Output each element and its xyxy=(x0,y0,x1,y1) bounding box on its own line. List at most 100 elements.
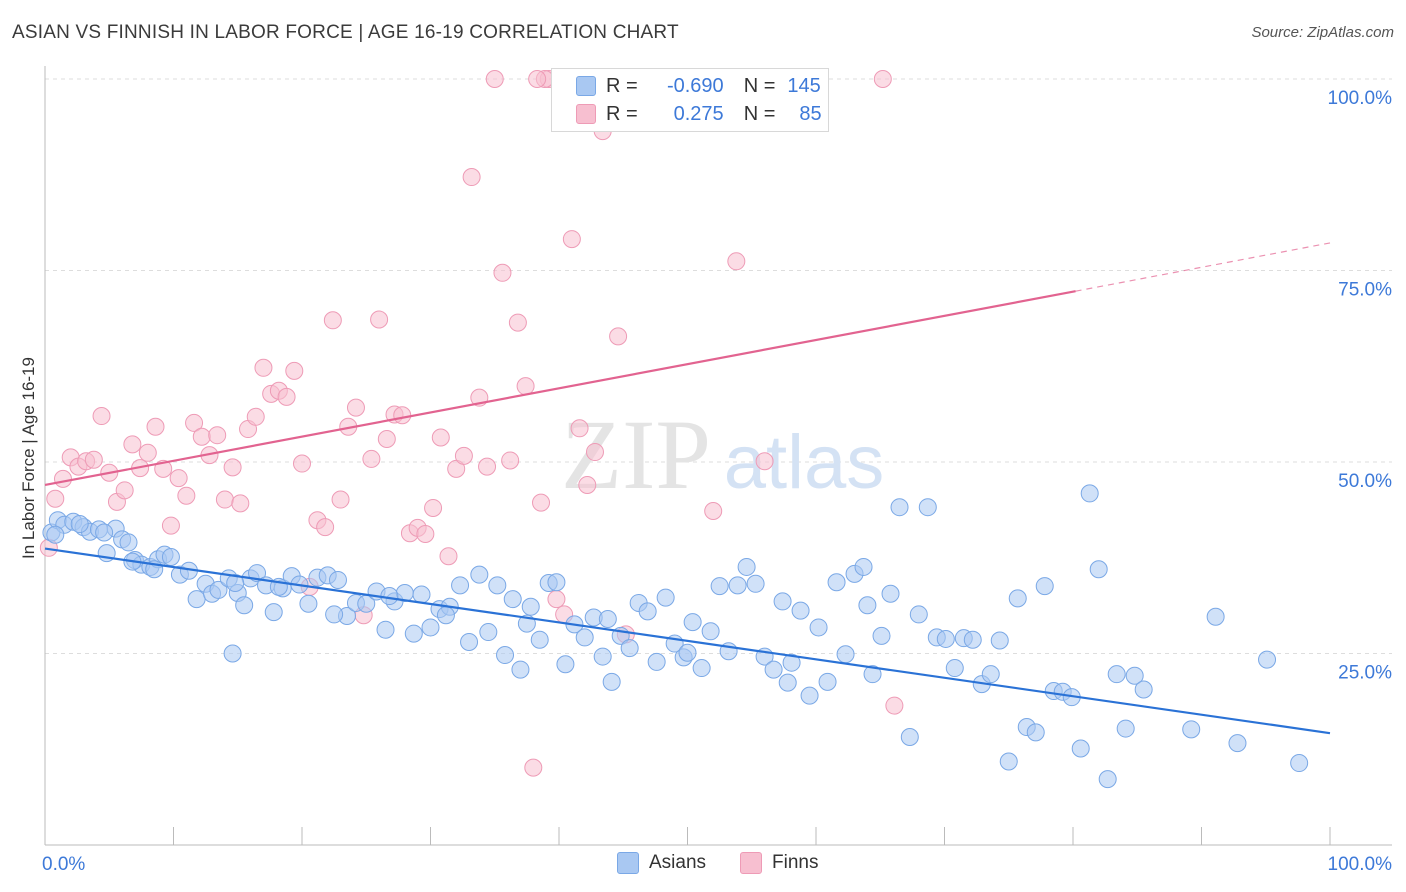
asians-point xyxy=(1071,739,1090,758)
tick-labels: 25.0% 50.0% 75.0% 100.0% 0.0% 100.0% xyxy=(42,88,1392,875)
finns-point xyxy=(528,70,547,88)
asians-point xyxy=(1125,666,1144,685)
asians-point xyxy=(496,646,515,665)
asians-point xyxy=(511,660,530,679)
finns-point xyxy=(609,327,628,346)
finns-point xyxy=(377,430,396,449)
asians-point xyxy=(412,585,431,604)
bottom-legend-asians: Asians xyxy=(617,852,706,874)
finns-point xyxy=(323,311,342,330)
finns-swatch xyxy=(576,104,596,124)
asians-trendline xyxy=(44,547,1331,735)
finns-point xyxy=(185,413,204,432)
asians-point xyxy=(791,601,810,620)
gridlines xyxy=(45,78,1392,654)
asians-point xyxy=(479,623,498,642)
legend-n-label: N = xyxy=(743,74,776,97)
finns-point xyxy=(277,387,296,406)
asians-legend-swatch xyxy=(617,852,639,874)
legend-r-label: R = xyxy=(606,102,638,125)
y-tick-label: 25.0% xyxy=(1338,663,1392,684)
asians-point xyxy=(1116,719,1135,738)
legend-row-asians: R = -0.690 N = 145 xyxy=(576,73,821,99)
asians-point xyxy=(778,673,797,692)
finns-point xyxy=(478,457,497,476)
finns-point xyxy=(123,435,142,454)
asians-point xyxy=(503,590,522,609)
asians-point xyxy=(800,686,819,705)
finns-trendline-extension xyxy=(1075,242,1331,292)
asians-point xyxy=(404,624,423,643)
asians-legend-label: Asians xyxy=(649,852,707,873)
asians-point xyxy=(380,587,399,606)
asians-point xyxy=(556,655,575,674)
finns-point xyxy=(146,417,165,436)
asians-point xyxy=(325,605,344,624)
asians-point xyxy=(460,633,479,652)
asians-point xyxy=(818,672,837,691)
finns-point xyxy=(439,547,458,566)
y-tick-label: 50.0% xyxy=(1338,471,1392,492)
legend-n-label: N = xyxy=(743,102,776,125)
asians-point xyxy=(872,626,891,645)
asians-point xyxy=(1228,734,1247,753)
y-axis-label: In Labor Force | Age 16-19 xyxy=(19,357,38,559)
asians-point xyxy=(376,620,395,639)
asians-point xyxy=(602,672,621,691)
asians-point xyxy=(638,602,657,621)
asians-point xyxy=(95,523,114,542)
finns-point xyxy=(254,358,273,377)
watermark-atlas: atlas xyxy=(724,420,885,505)
finns-point xyxy=(223,458,242,477)
finns-point xyxy=(46,489,65,508)
asians-point xyxy=(692,659,711,678)
finns-point xyxy=(516,377,535,396)
finns-point xyxy=(138,443,157,462)
watermark-zip: ZIP xyxy=(561,399,711,510)
legend-row-finns: R = 0.275 N = 85 xyxy=(576,101,822,127)
asians-point xyxy=(764,660,783,679)
finns-point xyxy=(562,230,581,249)
finns-point xyxy=(524,758,543,777)
finns-point xyxy=(424,498,443,517)
asians-point xyxy=(1098,770,1117,789)
asians-point xyxy=(945,659,964,678)
finns-point xyxy=(393,406,412,425)
watermark: ZIP atlas xyxy=(561,399,884,510)
asians-point xyxy=(710,577,729,596)
asians-point xyxy=(728,576,747,595)
finns-legend-label: Finns xyxy=(772,852,819,873)
asians-point xyxy=(70,515,89,534)
finns-point xyxy=(462,168,481,187)
finns-point xyxy=(115,481,134,500)
asians-point xyxy=(1008,589,1027,608)
asians-point xyxy=(890,498,909,517)
finns-point xyxy=(493,263,512,282)
asians-point xyxy=(836,645,855,664)
finns-point xyxy=(246,407,265,426)
asians-point xyxy=(863,665,882,684)
finns-point xyxy=(578,475,597,494)
asians-point xyxy=(827,573,846,592)
asians-series xyxy=(42,484,1309,789)
finns-point xyxy=(485,70,504,88)
finns-point xyxy=(84,450,103,469)
asians-point xyxy=(773,592,792,611)
asians-point xyxy=(701,622,720,641)
asians-point xyxy=(299,594,318,613)
finns-point xyxy=(755,452,774,471)
asians-point xyxy=(1290,754,1309,773)
finns-point xyxy=(53,469,72,488)
asians-point xyxy=(575,628,594,647)
asians-point xyxy=(421,618,440,637)
axes xyxy=(44,66,1392,846)
finns-point xyxy=(370,310,389,329)
asians-point xyxy=(981,665,1000,684)
asians-point xyxy=(1107,665,1126,684)
finns-point xyxy=(316,518,335,537)
x-tick-label-min: 0.0% xyxy=(42,854,85,875)
asians-point xyxy=(1035,577,1054,596)
finns-trendline xyxy=(44,290,1076,487)
finns-point xyxy=(873,70,892,88)
